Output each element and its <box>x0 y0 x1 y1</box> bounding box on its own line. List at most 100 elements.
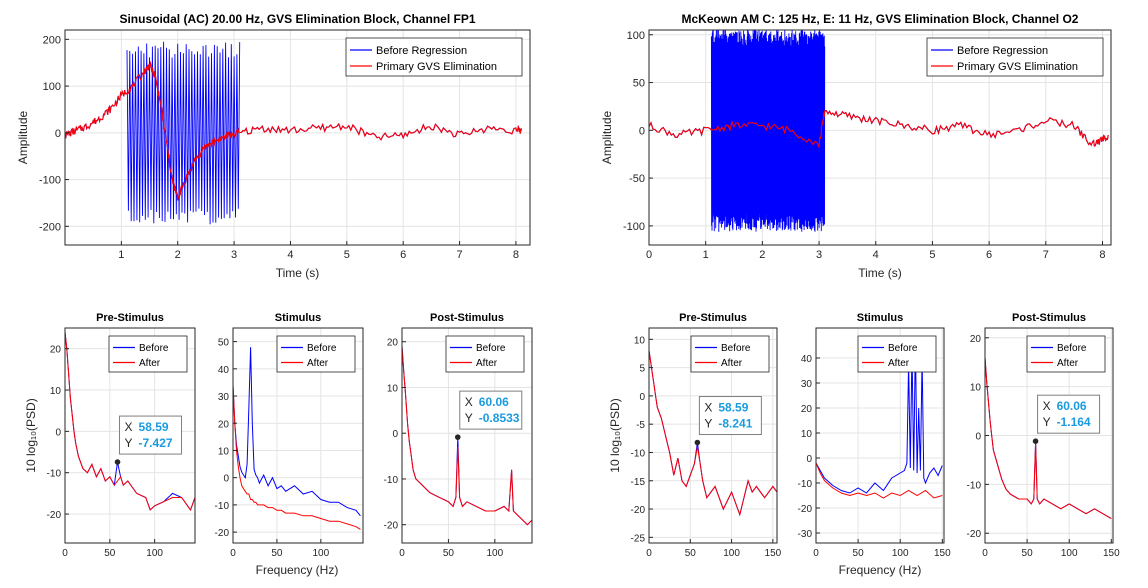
legend-entry: Before <box>476 343 506 354</box>
x-tick-label: 0 <box>813 548 819 559</box>
y-tick-label: 20 <box>970 334 982 345</box>
legend-entry: Before <box>1057 343 1087 354</box>
x-tick-label: 0 <box>62 548 68 559</box>
series-line-2 <box>65 60 523 201</box>
legend-entry: After <box>888 358 910 369</box>
y-tick-label: 5 <box>639 364 645 375</box>
legend: Before After <box>445 335 525 373</box>
x-tick-label: 50 <box>443 548 455 559</box>
x-tick-label: 5 <box>344 249 350 261</box>
y-axis-label: 10 log₁₀(PSD) <box>608 398 622 472</box>
legend: Before After <box>276 335 356 373</box>
y-tick-label: 20 <box>387 338 399 349</box>
legend-entry: Primary GVS Elimination <box>957 61 1078 73</box>
datatip-marker[interactable] <box>114 459 121 465</box>
x-tick-label: 3 <box>231 249 237 261</box>
legend-entry: After <box>307 358 329 369</box>
y-tick-label: -10 <box>631 448 646 459</box>
x-tick-label: 3 <box>816 249 822 261</box>
chart-title: Pre-Stimulus <box>96 312 164 324</box>
x-tick-label: 4 <box>873 249 879 261</box>
datatip-x-label: X <box>465 395 473 409</box>
series-line-2 <box>402 346 532 526</box>
legend-entry: Primary GVS Elimination <box>376 61 497 73</box>
series-line-2 <box>985 357 1112 520</box>
datatip-x-value: 60.06 <box>1057 399 1087 413</box>
y-tick-label: 10 <box>634 335 646 346</box>
x-tick-label: 2 <box>175 249 181 261</box>
y-tick-label: -20 <box>215 528 230 539</box>
y-tick-label: -10 <box>47 469 62 480</box>
x-tick-label: 4 <box>287 249 293 261</box>
y-tick-label: 10 <box>801 429 813 440</box>
x-tick-label: 0 <box>646 249 652 261</box>
datatip-y-value: -1.164 <box>1057 415 1091 429</box>
right-post-panel: 0 50 100 150 -20 -10 0 10 20 Post-Stimulus Before A… <box>967 312 1121 559</box>
legend: Before After <box>108 335 188 373</box>
datatip-marker[interactable] <box>694 439 701 446</box>
datatip-y-label: Y <box>1043 415 1051 429</box>
y-tick-label: -100 <box>39 175 61 187</box>
legend-entry: Before <box>721 343 751 354</box>
x-tick-label: 50 <box>104 548 116 559</box>
y-tick-label: 0 <box>639 125 645 137</box>
y-tick-label: 0 <box>55 427 61 438</box>
right-frequency-xlabel: Frequency (Hz) <box>839 563 922 577</box>
y-tick-label: 200 <box>43 34 61 46</box>
y-tick-label: 0 <box>975 432 981 443</box>
y-tick-label: -10 <box>384 475 399 486</box>
datatip: X 60.06 Y -1.164 <box>1037 394 1101 434</box>
series-line-2 <box>649 109 1109 148</box>
right-pre-panel: 0 50 100 150 -25 -20 -15 -10 -5 0 5 10 Pre-Stimulus 1… <box>608 312 782 559</box>
x-tick-label: 50 <box>1022 548 1034 559</box>
y-tick-label: 20 <box>801 404 813 415</box>
axes-box <box>232 327 364 544</box>
x-tick-label: 0 <box>982 548 988 559</box>
y-tick-label: -20 <box>47 510 62 521</box>
y-tick-label: -20 <box>798 504 813 515</box>
datatip: X 58.59 Y -7.427 <box>119 415 183 455</box>
y-axis-label: Amplitude <box>16 111 30 165</box>
x-tick-label: 150 <box>1103 548 1120 559</box>
y-axis-label: Amplitude <box>600 111 614 165</box>
x-tick-label: 50 <box>271 548 283 559</box>
left-frequency-xlabel: Frequency (Hz) <box>256 563 339 577</box>
datatip-x-label: X <box>1043 399 1051 413</box>
y-tick-label: 0 <box>223 474 229 485</box>
datatip-marker[interactable] <box>454 434 461 440</box>
y-tick-label: -20 <box>631 505 646 516</box>
y-tick-label: -20 <box>967 529 982 540</box>
y-tick-label: 100 <box>43 81 61 93</box>
chart-title: Sinusoidal (AC) 20.00 Hz, GVS Eliminatio… <box>119 12 475 26</box>
x-axis-label: Time (s) <box>858 266 902 280</box>
axes-box <box>648 29 1112 246</box>
legend-entry: Before Regression <box>376 45 467 57</box>
y-tick-label: -200 <box>39 221 61 233</box>
x-tick-label: 6 <box>400 249 406 261</box>
x-tick-label: 8 <box>513 249 519 261</box>
y-tick-label: 10 <box>970 383 982 394</box>
legend-entry: Before <box>139 343 169 354</box>
series-line-2 <box>65 332 195 511</box>
y-tick-label: 10 <box>50 386 62 397</box>
y-tick-label: 50 <box>218 338 230 349</box>
x-tick-label: 150 <box>765 548 782 559</box>
legend-entry: After <box>139 358 161 369</box>
legend-entry: After <box>1057 358 1079 369</box>
right-stim-panel: 0 50 100 150 -30 -20 -10 0 10 20 30 40 Stimulus Befor… <box>798 312 952 559</box>
datatip: X 58.59 Y -8.241 <box>698 396 762 436</box>
y-tick-label: 0 <box>806 454 812 465</box>
left-post-panel: 0 50 100 -20 -10 0 10 20 Post-Stimulus Before Afte… <box>384 312 533 559</box>
datatip-x-label: X <box>704 401 712 415</box>
legend: Before After <box>1026 335 1106 373</box>
legend: Before Regression Primary GVS Elimination <box>345 37 523 77</box>
axes-box <box>401 327 533 544</box>
y-tick-label: 30 <box>801 379 813 390</box>
chart-title: McKeown AM C: 125 Hz, E: 11 Hz, GVS Elim… <box>682 12 1079 26</box>
legend-entry: Before <box>307 343 337 354</box>
y-tick-label: -30 <box>798 529 813 540</box>
datatip-marker[interactable] <box>1032 438 1039 444</box>
datatip-y-value: -7.427 <box>139 436 173 450</box>
y-tick-label: -15 <box>631 477 646 488</box>
y-tick-label: 20 <box>50 345 62 356</box>
